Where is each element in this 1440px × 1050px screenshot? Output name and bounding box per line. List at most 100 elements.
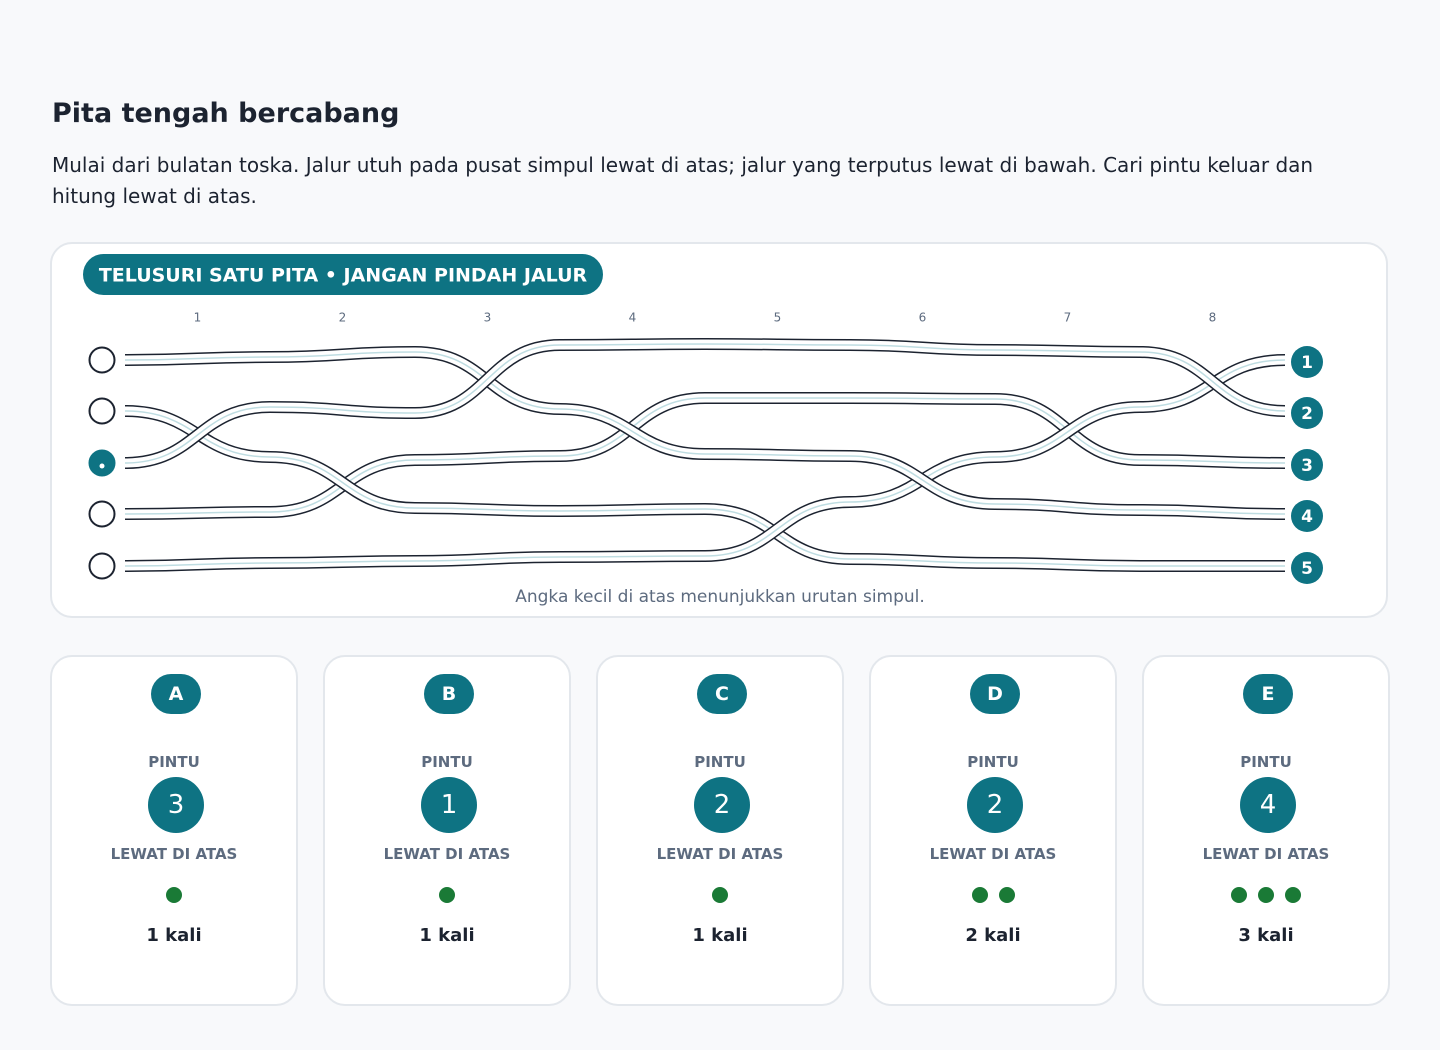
over-label: LEWAT DI ATAS bbox=[1202, 845, 1330, 863]
ribbon-center bbox=[559, 343, 706, 346]
over-dots bbox=[598, 887, 842, 903]
exit-circle bbox=[1291, 552, 1323, 584]
over-label: LEWAT DI ATAS bbox=[110, 845, 238, 863]
over-text: 3 kali bbox=[1238, 925, 1294, 946]
over-dots bbox=[1144, 887, 1388, 903]
ribbon-center bbox=[849, 558, 996, 564]
ribbon-center bbox=[414, 344, 561, 414]
over-text: 1 kali bbox=[146, 925, 202, 946]
over-dot bbox=[1231, 887, 1247, 903]
ribbon-center bbox=[559, 555, 706, 558]
option-letter: E bbox=[1243, 674, 1293, 714]
over-dot bbox=[439, 887, 455, 903]
over-dot bbox=[998, 887, 1015, 903]
start-dot bbox=[99, 463, 105, 469]
column-number: 2 bbox=[339, 311, 347, 325]
column-number: 7 bbox=[1064, 311, 1072, 325]
exit-circle bbox=[1291, 449, 1323, 481]
gate-label: PINTU bbox=[148, 753, 200, 771]
exit-label: 5 bbox=[1301, 559, 1313, 579]
over-dot bbox=[1285, 887, 1301, 903]
column-number: 5 bbox=[774, 311, 782, 325]
ribbon-center bbox=[559, 408, 706, 455]
start-circle bbox=[88, 552, 116, 580]
ribbon-center bbox=[849, 397, 996, 400]
start-circle bbox=[88, 500, 116, 528]
exit-label: 4 bbox=[1301, 507, 1313, 527]
ribbon-center bbox=[559, 508, 706, 512]
exit-circle bbox=[1291, 397, 1323, 429]
over-dots bbox=[871, 887, 1115, 903]
ribbon-center bbox=[704, 501, 851, 557]
option-card[interactable]: D PINTU 2 LEWAT DI ATAS 2 kali bbox=[869, 655, 1117, 1006]
column-number: 8 bbox=[1209, 311, 1217, 325]
gate-number: 4 bbox=[1240, 777, 1296, 833]
ribbon-center bbox=[124, 356, 271, 361]
column-number: 1 bbox=[194, 311, 202, 325]
option-letter: A bbox=[151, 674, 201, 714]
over-dot bbox=[166, 887, 182, 903]
exit-circle bbox=[1291, 346, 1323, 378]
caption: Angka kecil di atas menunjukkan urutan s… bbox=[515, 587, 925, 607]
gate-label: PINTU bbox=[421, 753, 473, 771]
exit-label: 3 bbox=[1301, 456, 1313, 476]
title: Pita tengah bercabang bbox=[52, 98, 400, 129]
ribbon-center bbox=[994, 562, 1141, 567]
markers: 1 2 3 4 5 bbox=[88, 346, 1323, 584]
start-circle bbox=[88, 397, 116, 425]
ribbon-center bbox=[124, 406, 271, 464]
ribbon-center bbox=[414, 507, 561, 512]
over-dot bbox=[712, 887, 728, 903]
option-letter: B bbox=[424, 674, 474, 714]
over-dots bbox=[52, 887, 296, 903]
badge bbox=[83, 254, 603, 295]
ribbon-center bbox=[704, 343, 851, 346]
ribbon-center bbox=[414, 455, 561, 461]
column-number: 4 bbox=[629, 311, 637, 325]
column-number: 3 bbox=[484, 311, 492, 325]
ribbon-center bbox=[1139, 459, 1286, 464]
gate-number: 3 bbox=[148, 777, 204, 833]
over-label: LEWAT DI ATAS bbox=[929, 845, 1057, 863]
ribbon-center bbox=[269, 351, 416, 358]
option-card[interactable]: B PINTU 1 LEWAT DI ATAS 1 kali bbox=[323, 655, 571, 1006]
ribbons bbox=[124, 338, 1286, 573]
start-circle bbox=[88, 346, 116, 374]
gate-label: PINTU bbox=[694, 753, 746, 771]
exit-label: 1 bbox=[1301, 353, 1313, 373]
ribbon-center bbox=[994, 503, 1141, 511]
ribbon-center bbox=[704, 453, 851, 457]
option-card[interactable]: A PINTU 3 LEWAT DI ATAS 1 kali bbox=[50, 655, 298, 1006]
ribbon-center bbox=[1139, 509, 1286, 515]
ribbon-center bbox=[269, 560, 416, 564]
ribbon-center bbox=[994, 406, 1141, 458]
option-letter: C bbox=[697, 674, 747, 714]
ribbon-center bbox=[124, 562, 271, 567]
column-number: 6 bbox=[919, 311, 927, 325]
over-text: 1 kali bbox=[692, 925, 748, 946]
ribbon-center bbox=[994, 349, 1141, 353]
over-text: 1 kali bbox=[419, 925, 475, 946]
gate-number: 2 bbox=[694, 777, 750, 833]
ribbon-center bbox=[414, 556, 561, 562]
over-label: LEWAT DI ATAS bbox=[383, 845, 511, 863]
gate-label: PINTU bbox=[967, 753, 1019, 771]
ribbon-center bbox=[849, 455, 996, 505]
gate-label: PINTU bbox=[1240, 753, 1292, 771]
ribbon-center bbox=[849, 344, 996, 351]
option-card[interactable]: E PINTU 4 LEWAT DI ATAS 3 kali bbox=[1142, 655, 1390, 1006]
badge-text: TELUSURI SATU PITA • JANGAN PINDAH JALUR bbox=[99, 265, 588, 287]
gate-number: 2 bbox=[967, 777, 1023, 833]
ribbon-diagram: TELUSURI SATU PITA • JANGAN PINDAH JALUR… bbox=[83, 254, 1323, 607]
option-card[interactable]: C PINTU 2 LEWAT DI ATAS 1 kali bbox=[596, 655, 844, 1006]
over-dots bbox=[325, 887, 569, 903]
over-dot bbox=[1258, 887, 1274, 903]
over-label: LEWAT DI ATAS bbox=[656, 845, 784, 863]
start-circle bbox=[88, 449, 116, 477]
over-dot bbox=[971, 887, 988, 903]
exit-circle bbox=[1291, 500, 1323, 532]
instructions: Mulai dari bulatan toska. Jalur utuh pad… bbox=[52, 153, 1314, 208]
ribbon-center bbox=[269, 456, 416, 509]
gate-number: 1 bbox=[421, 777, 477, 833]
